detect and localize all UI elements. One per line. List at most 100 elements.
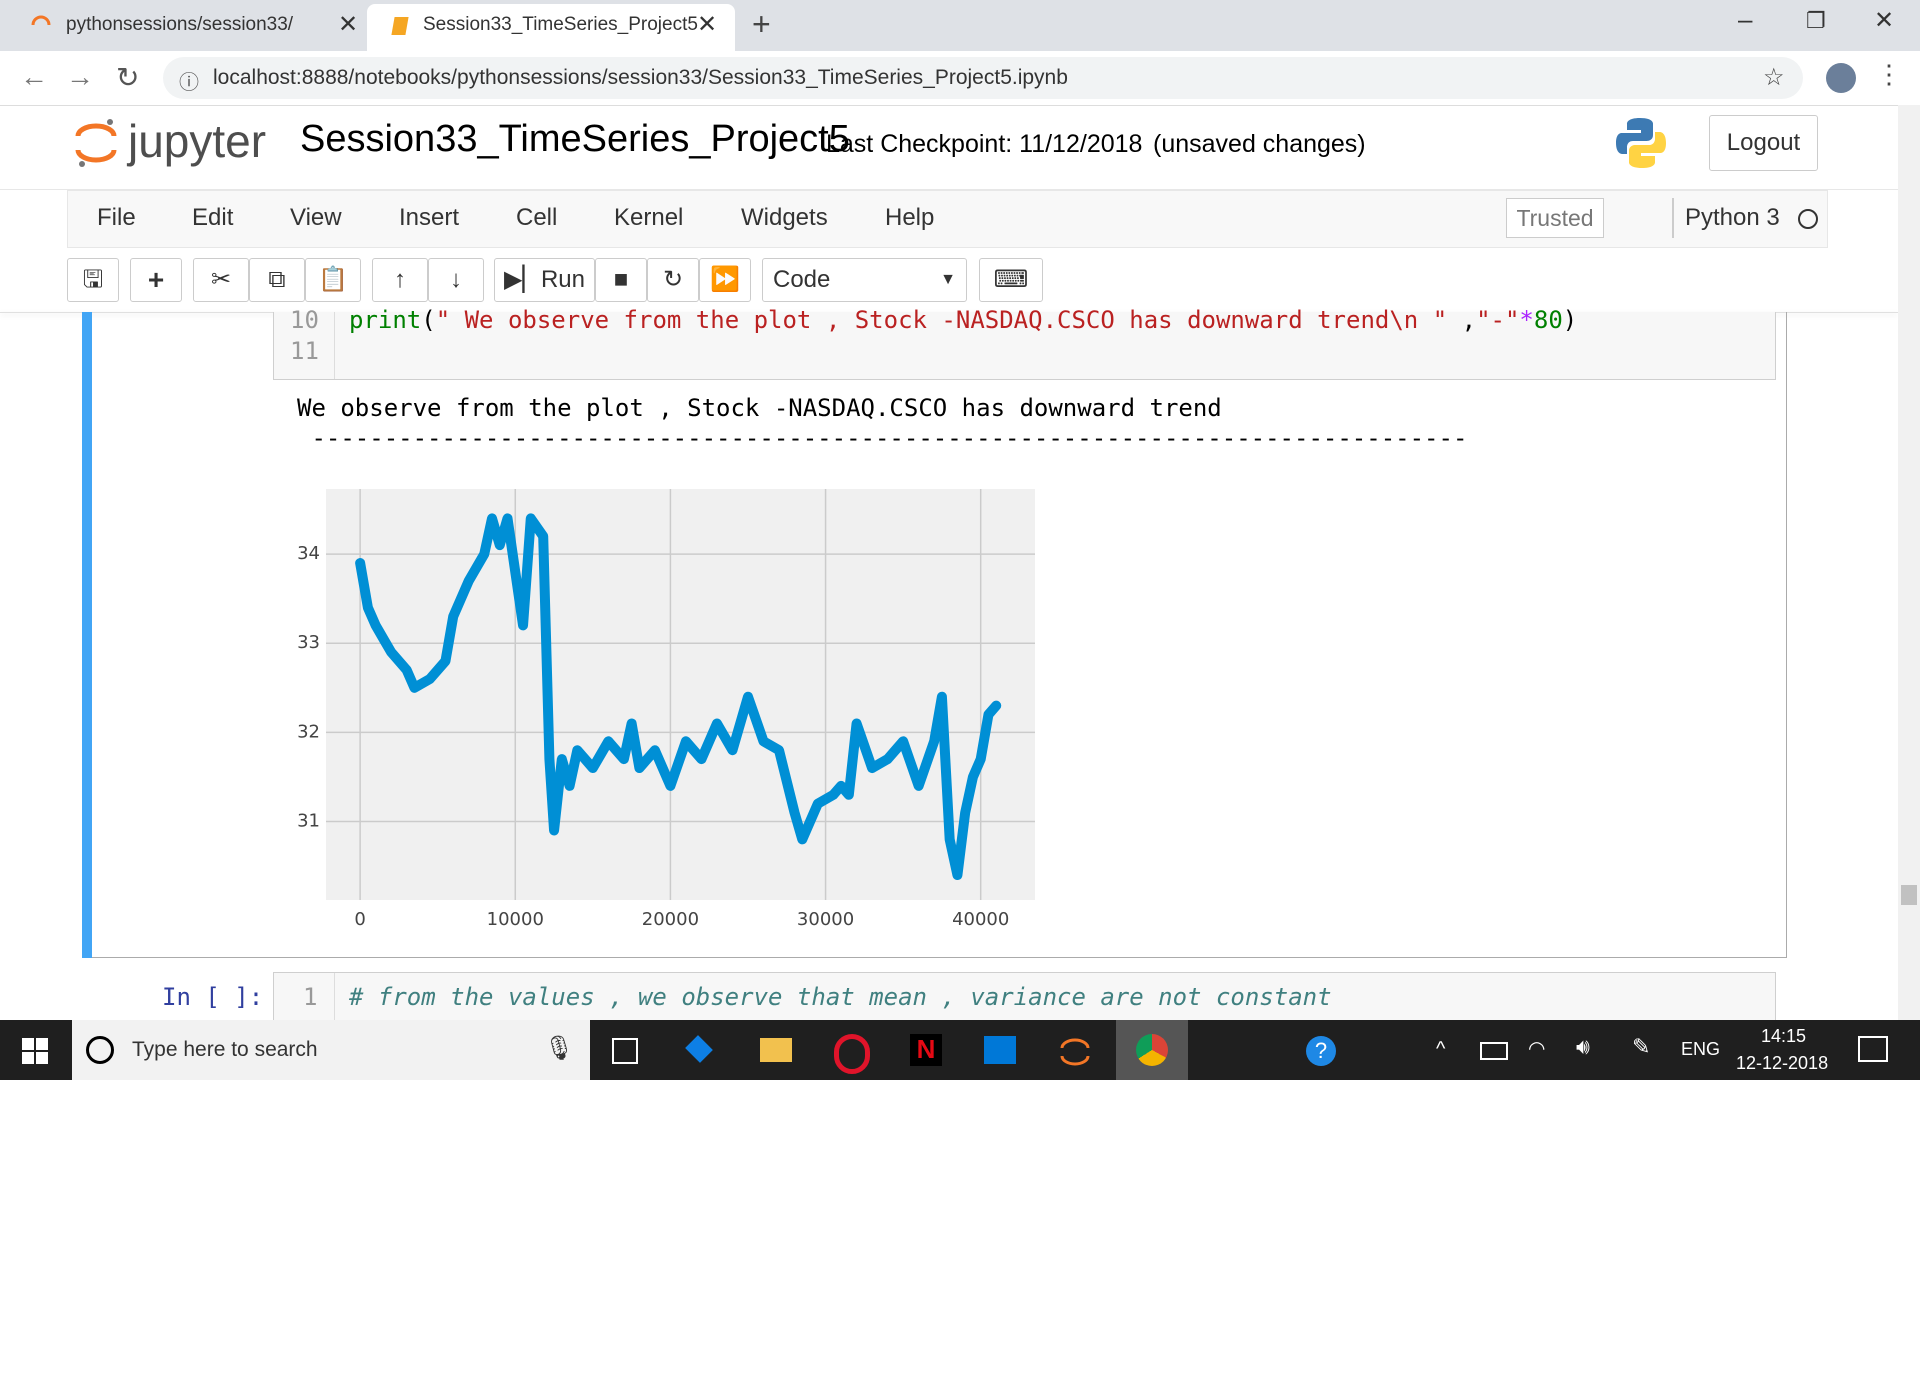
browser-menu[interactable]: ⋮ xyxy=(1876,59,1902,89)
restore[interactable]: ❐ xyxy=(1806,8,1826,33)
forward[interactable]: → xyxy=(66,61,94,92)
scroll-thumb[interactable] xyxy=(1901,885,1917,905)
menu-item[interactable]: File xyxy=(97,204,136,231)
task-view[interactable] xyxy=(612,1038,638,1064)
minimize[interactable]: – xyxy=(1738,4,1753,34)
omnibox[interactable]: ⓘ localhost:8888/notebooks/pythonsession… xyxy=(163,57,1803,99)
code-token: ( xyxy=(421,306,436,334)
tab-bar xyxy=(0,0,1920,51)
notebook-title[interactable]: Session33_TimeSeries_Project5 xyxy=(300,118,850,160)
menu-item[interactable]: View xyxy=(290,204,342,231)
run-icon: ▶▏ xyxy=(504,266,541,293)
kernel-name: Python 3 xyxy=(1685,204,1780,231)
volume[interactable]: 🔊︎ xyxy=(1576,1034,1590,1059)
back[interactable]: ← xyxy=(20,61,48,92)
insert-button[interactable]: + xyxy=(130,258,182,302)
code-input[interactable] xyxy=(273,972,1776,1020)
close-window[interactable]: ✕ xyxy=(1874,7,1895,34)
run-button[interactable]: ▶▏Run xyxy=(494,258,595,302)
paste-button[interactable]: 📋 xyxy=(305,258,361,302)
mic-icon[interactable]: 🎙 xyxy=(544,1035,575,1062)
cut-button[interactable]: ✂ xyxy=(193,258,249,302)
tab-active[interactable]: Session33_TimeSeries_Project5 ✕ xyxy=(367,4,735,51)
code-input[interactable] xyxy=(273,312,1776,380)
dropdown-arrow: ▼ xyxy=(940,271,956,288)
menu-item[interactable]: Cell xyxy=(516,204,558,231)
wifi[interactable]: ◠ xyxy=(1528,1038,1546,1060)
code-token: , xyxy=(1447,306,1477,334)
store[interactable] xyxy=(984,1036,1016,1064)
python-logo xyxy=(1616,118,1666,168)
code-token: print xyxy=(349,306,422,334)
pen[interactable]: ✎ xyxy=(1632,1034,1651,1059)
code-token: 80 xyxy=(1533,306,1563,334)
x-tick-label: 10000 xyxy=(487,909,544,930)
checkpoint: Last Checkpoint: 11/12/2018 xyxy=(826,130,1143,158)
dropbox[interactable] xyxy=(685,1035,713,1063)
new-tab[interactable]: + xyxy=(752,6,771,42)
scrollbar[interactable] xyxy=(1898,105,1920,1020)
jupyter-logo xyxy=(75,119,117,167)
file-explorer[interactable] xyxy=(760,1038,792,1062)
clock-date[interactable]: 12-12-2018 xyxy=(1736,1053,1829,1073)
search-icon xyxy=(86,1036,114,1064)
gutter xyxy=(276,973,335,1020)
stop-button[interactable]: ■ xyxy=(595,258,647,302)
move-up-button[interactable]: ↑ xyxy=(372,258,428,302)
restart-run-button[interactable]: ⏩ xyxy=(699,258,751,302)
tray-chevron[interactable]: ^ xyxy=(1436,1038,1446,1060)
tab-close[interactable]: ✕ xyxy=(697,11,718,38)
menu-item[interactable]: Widgets xyxy=(741,204,828,231)
code-token: * xyxy=(1519,306,1534,334)
copy-button[interactable]: ⧉ xyxy=(249,258,305,302)
battery[interactable] xyxy=(1480,1042,1508,1060)
menu-item[interactable]: Edit xyxy=(192,204,234,231)
line-number: 10 xyxy=(290,306,319,334)
tab-icon xyxy=(31,15,51,26)
series-line xyxy=(355,513,1002,881)
code-token: "-" xyxy=(1476,306,1520,334)
search-box[interactable]: Type here to search 🎙 xyxy=(72,1020,590,1080)
menu-item[interactable]: Insert xyxy=(399,204,460,231)
keyboard-button[interactable]: ⌨ xyxy=(979,258,1043,302)
start-button[interactable] xyxy=(22,1038,48,1064)
move-down-button[interactable]: ↓ xyxy=(428,258,484,302)
code-comment: # from the values , we observe that mean… xyxy=(349,983,1332,1011)
logout-button[interactable]: Logout xyxy=(1709,115,1818,171)
tab[interactable]: pythonsessions/session33/ ✕ xyxy=(0,0,366,51)
cell-type-select[interactable]: Code ▼ xyxy=(762,258,967,302)
bookmark[interactable]: ☆ xyxy=(1763,64,1785,91)
x-tick-label: 30000 xyxy=(797,909,854,930)
save-status: (unsaved changes) xyxy=(1153,130,1366,158)
code-line: print(" We observe from the plot , Stock… xyxy=(349,306,1577,334)
opera[interactable] xyxy=(834,1034,870,1074)
clock-time[interactable]: 14:15 xyxy=(1761,1026,1807,1046)
restart-button[interactable]: ↻ xyxy=(647,258,699,302)
x-tick-label: 0 xyxy=(354,909,365,930)
chrome-active[interactable] xyxy=(1116,1020,1188,1080)
cell-type: Code xyxy=(773,266,831,293)
cell-selection-bar xyxy=(82,312,92,958)
taskbar: Type here to search 🎙 N ? ^ ◠ 🔊︎ ✎ ENG 1… xyxy=(0,1020,1920,1080)
help-icon[interactable]: ? xyxy=(1306,1036,1336,1066)
jupyter-app[interactable] xyxy=(1058,1034,1092,1068)
header-divider xyxy=(0,189,1920,190)
save-button[interactable]: 🖫 xyxy=(67,258,119,302)
menu-item[interactable]: Kernel xyxy=(614,204,684,231)
trusted-indicator[interactable]: Trusted xyxy=(1506,198,1604,238)
language[interactable]: ENG xyxy=(1681,1039,1721,1059)
notifications[interactable] xyxy=(1858,1036,1888,1062)
url: localhost:8888/notebooks/pythonsessions/… xyxy=(213,66,1068,89)
netflix[interactable]: N xyxy=(910,1034,942,1066)
plot-background xyxy=(326,489,1035,900)
tab-close[interactable]: ✕ xyxy=(338,11,359,38)
prompt: In [ ]: xyxy=(162,983,264,1011)
code-token: " We observe from the plot , Stock -NASD… xyxy=(435,306,1448,334)
y-tick-label: 33 xyxy=(297,632,320,653)
code-token: ) xyxy=(1562,306,1578,334)
profile[interactable] xyxy=(1826,63,1856,93)
reload[interactable]: ↻ xyxy=(116,62,140,93)
menu-item[interactable]: Help xyxy=(885,204,935,231)
kernel-divider xyxy=(1672,198,1674,238)
kernel-status xyxy=(1798,209,1818,229)
